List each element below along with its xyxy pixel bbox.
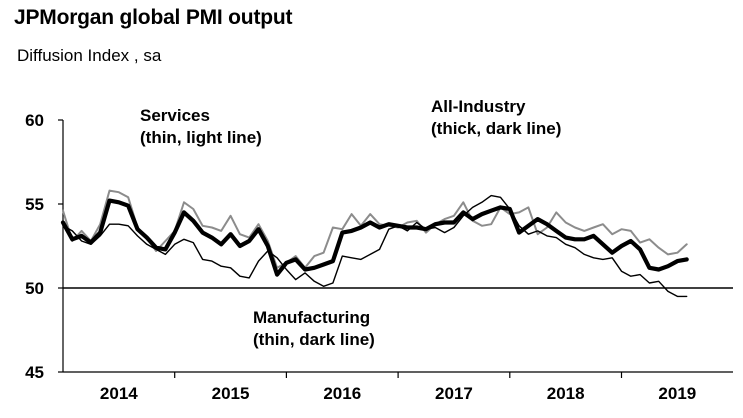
y-tick-label: 60 <box>25 111 44 130</box>
plot-lines <box>60 189 689 298</box>
axes <box>58 119 733 378</box>
series-line-services <box>62 189 688 269</box>
x-tick-label: 2016 <box>323 384 361 403</box>
series-line-allindustry <box>60 198 689 277</box>
x-tick-label: 2017 <box>435 384 473 403</box>
series-line-manufacturing <box>62 194 688 298</box>
annotation-manufacturing-line-1: (thin, dark line) <box>253 330 375 349</box>
tick-labels: 45 50 55 60 2014 2015 2016 2017 2018 2019 <box>25 111 696 403</box>
x-tick-label: 2018 <box>547 384 585 403</box>
y-tick-label: 50 <box>25 279 44 298</box>
y-tick-label: 55 <box>25 195 44 214</box>
x-tick-label: 2015 <box>212 384 250 403</box>
annotation-services-line-0: Services <box>140 106 210 125</box>
annotation-allindustry-line-0: All-Industry <box>431 97 526 116</box>
x-tick-label: 2019 <box>658 384 696 403</box>
annotation-manufacturing-line-0: Manufacturing <box>253 308 370 327</box>
annotation-services-line-1: (thin, light line) <box>140 128 262 147</box>
chart-subtitle: Diffusion Index , sa <box>17 46 162 65</box>
annotations: Services (thin, light line) All-Industry (t… <box>140 97 561 349</box>
chart-title: JPMorgan global PMI output <box>14 6 293 29</box>
y-tick-label: 45 <box>25 363 44 382</box>
x-tick-label: 2014 <box>100 384 138 403</box>
annotation-allindustry-line-1: (thick, dark line) <box>431 119 561 138</box>
